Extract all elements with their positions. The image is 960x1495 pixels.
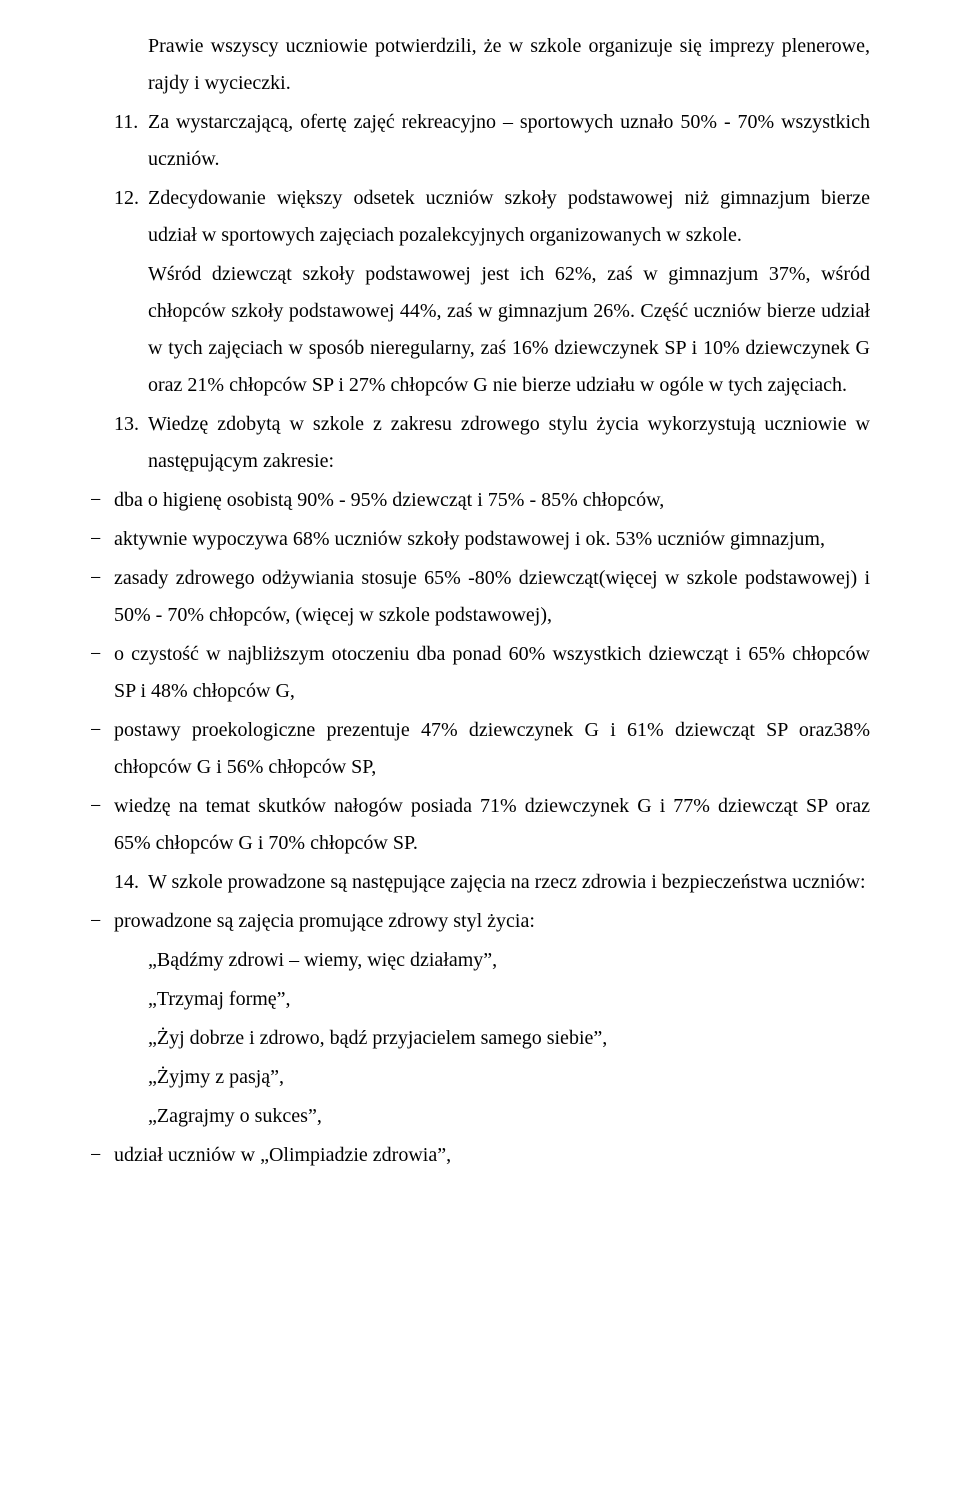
dash-body: dba o higienę osobistą 90% - 95% dziewcz… xyxy=(114,482,870,519)
paragraph-continuation: Wśród dziewcząt szkoły podstawowej jest … xyxy=(148,256,870,404)
dash-bullet: − xyxy=(90,712,114,786)
dash-item: − prowadzone są zajęcia promujące zdrowy… xyxy=(90,903,870,940)
dash-body: wiedzę na temat skutków nałogów posiada … xyxy=(114,788,870,862)
dash-item: − aktywnie wypoczywa 68% uczniów szkoły … xyxy=(90,521,870,558)
dash-item: − wiedzę na temat skutków nałogów posiad… xyxy=(90,788,870,862)
text: „Bądźmy zdrowi – wiemy, więc działamy”, xyxy=(148,949,497,971)
document-page: Prawie wszyscy uczniowie potwierdzili, ż… xyxy=(0,0,960,1495)
list-number: 13. xyxy=(114,406,148,480)
dash-bullet: − xyxy=(90,636,114,710)
text: „Żyj dobrze i zdrowo, bądź przyjacielem … xyxy=(148,1027,607,1049)
sub-item: „Zagrajmy o sukces”, xyxy=(148,1098,870,1135)
list-number: 14. xyxy=(114,864,148,901)
dash-body: prowadzone są zajęcia promujące zdrowy s… xyxy=(114,903,870,940)
text: „Zagrajmy o sukces”, xyxy=(148,1105,322,1127)
sub-item: „Trzymaj formę”, xyxy=(148,981,870,1018)
dash-body: zasady zdrowego odżywiania stosuje 65% -… xyxy=(114,560,870,634)
sub-item: „Żyj dobrze i zdrowo, bądź przyjacielem … xyxy=(148,1020,870,1057)
list-number: 11. xyxy=(114,104,148,178)
dash-body: postawy proekologiczne prezentuje 47% dz… xyxy=(114,712,870,786)
dash-item: − dba o higienę osobistą 90% - 95% dziew… xyxy=(90,482,870,519)
dash-bullet: − xyxy=(90,788,114,862)
text: „Żyjmy z pasją”, xyxy=(148,1066,284,1088)
dash-item: − udział uczniów w „Olimpiadzie zdrowia”… xyxy=(90,1137,870,1174)
dash-item: − o czystość w najbliższym otoczeniu dba… xyxy=(90,636,870,710)
dash-bullet: − xyxy=(90,560,114,634)
dash-body: aktywnie wypoczywa 68% uczniów szkoły po… xyxy=(114,521,870,558)
dash-bullet: − xyxy=(90,482,114,519)
list-item-12: 12. Zdecydowanie większy odsetek uczniów… xyxy=(114,180,870,254)
sub-item: „Bądźmy zdrowi – wiemy, więc działamy”, xyxy=(148,942,870,979)
dash-bullet: − xyxy=(90,521,114,558)
list-body: Wiedzę zdobytą w szkole z zakresu zdrowe… xyxy=(148,406,870,480)
text: Wśród dziewcząt szkoły podstawowej jest … xyxy=(148,263,870,396)
paragraph-continuation: Prawie wszyscy uczniowie potwierdzili, ż… xyxy=(148,28,870,102)
sub-item: „Żyjmy z pasją”, xyxy=(148,1059,870,1096)
dash-body: udział uczniów w „Olimpiadzie zdrowia”, xyxy=(114,1137,870,1174)
list-item-11: 11. Za wystarczającą, ofertę zajęć rekre… xyxy=(114,104,870,178)
list-number: 12. xyxy=(114,180,148,254)
text: Prawie wszyscy uczniowie potwierdzili, ż… xyxy=(148,35,870,94)
text: „Trzymaj formę”, xyxy=(148,988,291,1010)
list-body: Zdecydowanie większy odsetek uczniów szk… xyxy=(148,180,870,254)
list-item-14: 14. W szkole prowadzone są następujące z… xyxy=(114,864,870,901)
dash-bullet: − xyxy=(90,903,114,940)
list-body: W szkole prowadzone są następujące zajęc… xyxy=(148,864,870,901)
list-item-13: 13. Wiedzę zdobytą w szkole z zakresu zd… xyxy=(114,406,870,480)
dash-item: − postawy proekologiczne prezentuje 47% … xyxy=(90,712,870,786)
dash-bullet: − xyxy=(90,1137,114,1174)
dash-body: o czystość w najbliższym otoczeniu dba p… xyxy=(114,636,870,710)
list-body: Za wystarczającą, ofertę zajęć rekreacyj… xyxy=(148,104,870,178)
dash-item: − zasady zdrowego odżywiania stosuje 65%… xyxy=(90,560,870,634)
